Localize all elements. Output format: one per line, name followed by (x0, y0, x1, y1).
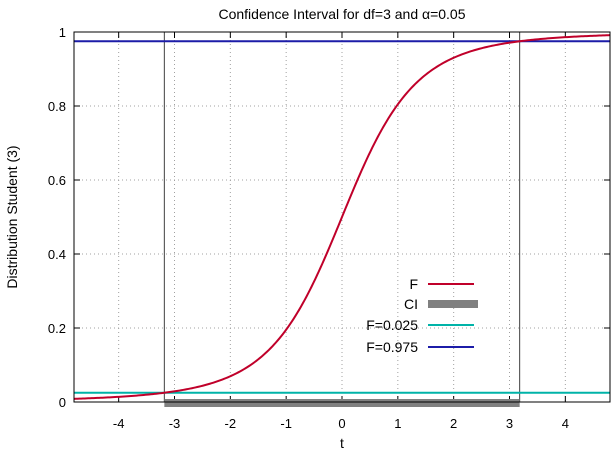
y-tick-label: 0.4 (48, 247, 66, 262)
x-tick-label: 0 (338, 416, 345, 431)
y-tick-label: 0.8 (48, 99, 66, 114)
x-tick-labels: -4 -3 -2 -1 0 1 2 3 4 (113, 416, 569, 431)
plot-frame (73, 31, 611, 403)
x-axis-label: t (340, 435, 344, 451)
legend: F CI F=0.025 F=0.975 (366, 276, 478, 355)
x-tick-label: 2 (450, 416, 457, 431)
x-tick-label: 1 (394, 416, 401, 431)
chart-title: Confidence Interval for df=3 and α=0.05 (218, 6, 465, 22)
y-axis-label: Distribution Student (3) (4, 145, 20, 288)
x-tick-label: 4 (562, 416, 569, 431)
series-line-f (73, 34, 611, 400)
legend-label-f025: F=0.025 (366, 317, 418, 333)
y-tick-label: 0.2 (48, 321, 66, 336)
x-tick-label: -1 (280, 416, 292, 431)
series-layer (73, 32, 611, 407)
x-tick-label: -2 (225, 416, 237, 431)
x-tick-label: 3 (506, 416, 513, 431)
y-tick-label: 0.6 (48, 173, 66, 188)
y-tick-labels: 0 0.2 0.4 0.6 0.8 1 (48, 25, 66, 410)
legend-label-ci: CI (404, 296, 418, 312)
legend-label-f975: F=0.975 (366, 339, 418, 355)
y-tick-label: 1 (59, 25, 66, 40)
y-tick-label: 0 (59, 395, 66, 410)
x-tick-label: -4 (113, 416, 125, 431)
x-tick-label: -3 (169, 416, 181, 431)
legend-label-f: F (409, 276, 418, 292)
